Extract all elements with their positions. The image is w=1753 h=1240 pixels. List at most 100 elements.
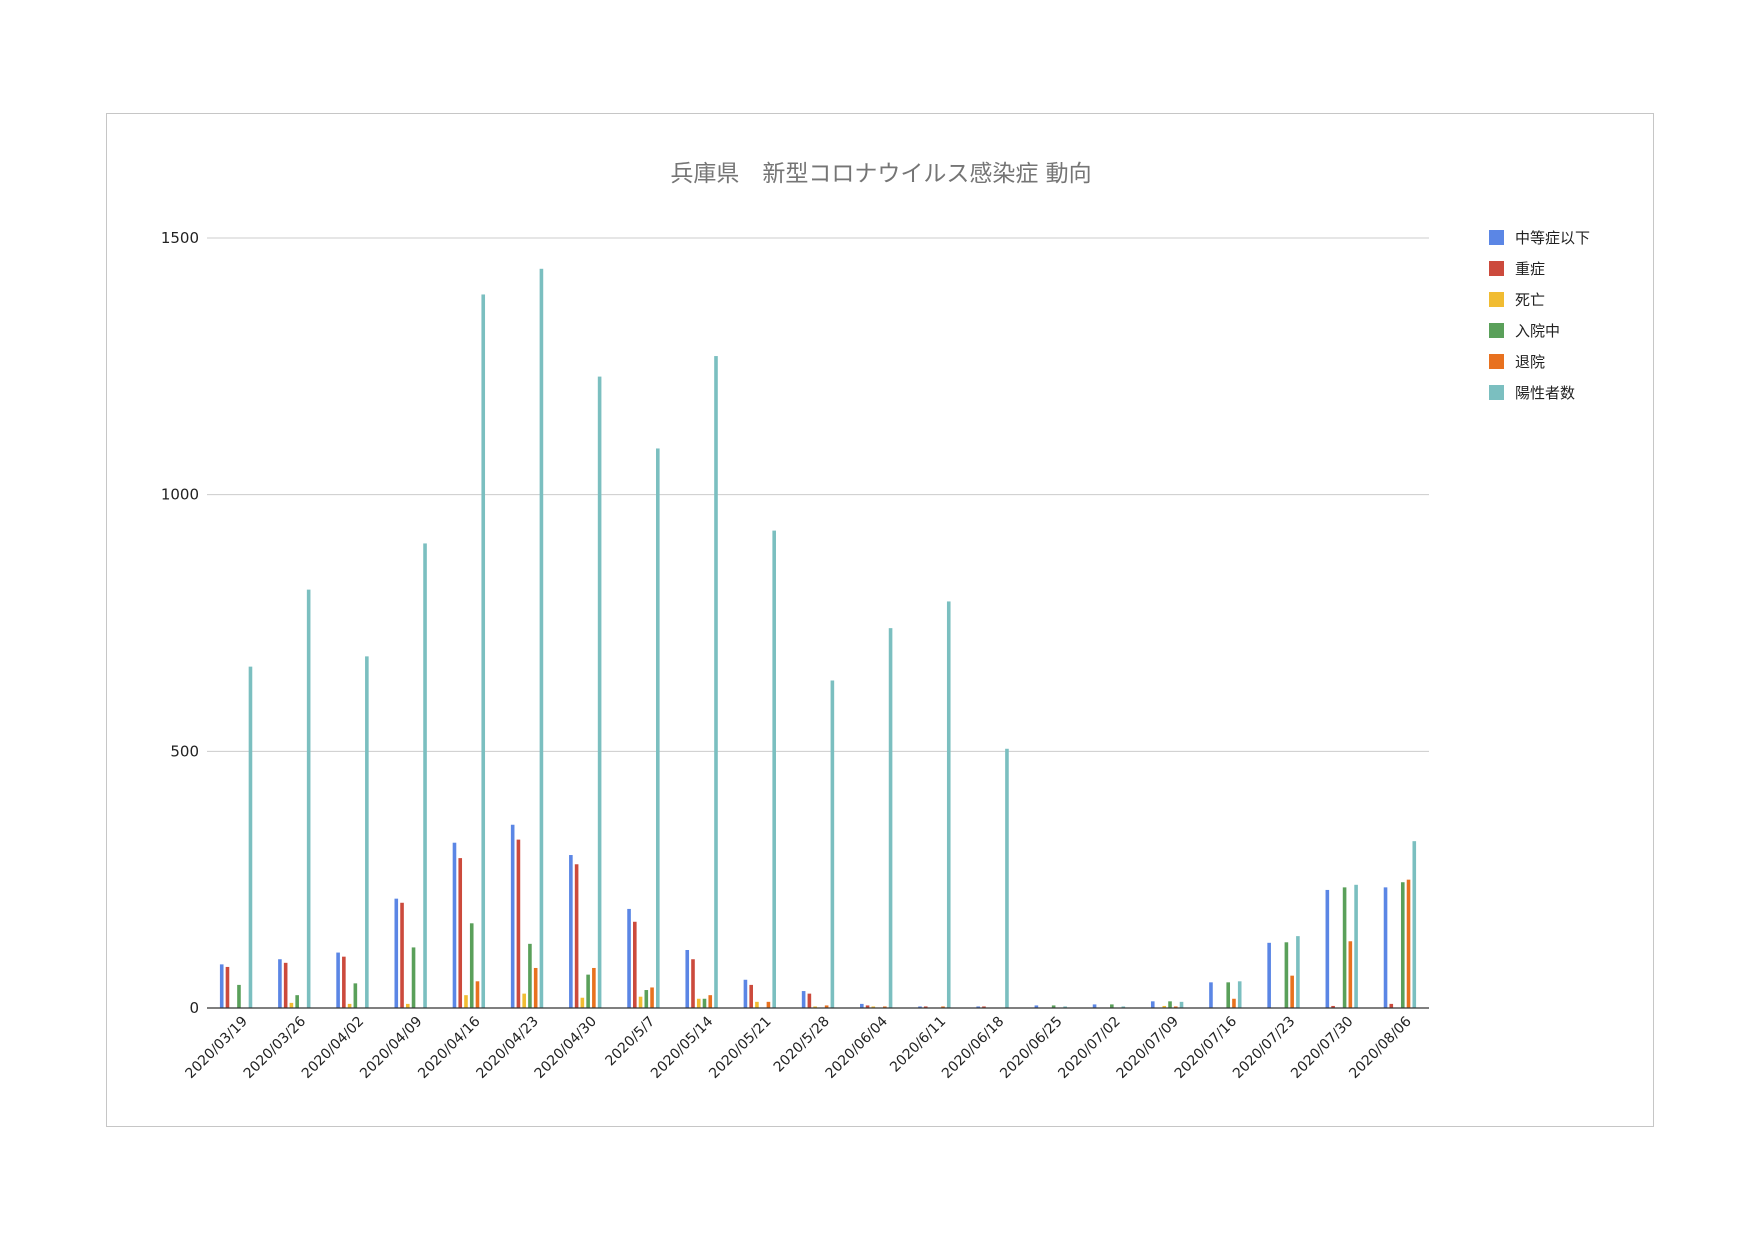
legend-label: 中等症以下 xyxy=(1515,229,1590,247)
bar-2-1 xyxy=(225,966,230,1008)
bar-2-8 xyxy=(633,921,637,1008)
bar-4-5 xyxy=(469,923,474,1008)
bar-2-21 xyxy=(1389,1003,1394,1008)
bar-6-17 xyxy=(1179,1001,1184,1008)
bar-4-9 xyxy=(702,998,707,1008)
bar-5-12 xyxy=(883,1006,887,1008)
legend-swatch xyxy=(1489,261,1504,276)
x-axis-ticks: 2020/03/192020/03/262020/04/022020/04/09… xyxy=(183,1013,1415,1081)
bar-1-5 xyxy=(452,842,457,1008)
bar-1-8 xyxy=(627,908,631,1008)
bar-6-18 xyxy=(1237,981,1242,1008)
bar-5-19 xyxy=(1290,975,1294,1008)
y-axis-ticks: 0 500 1000 1500 xyxy=(161,229,199,1017)
bar-2-11 xyxy=(807,993,812,1008)
bar-1-9 xyxy=(685,949,690,1008)
bar-6-10 xyxy=(772,530,776,1008)
x-tick-label: 2020/5/28 xyxy=(771,1014,833,1076)
bar-1-3 xyxy=(336,952,340,1008)
gridlines xyxy=(207,237,1429,752)
legend-swatch xyxy=(1489,385,1504,400)
bar-6-6 xyxy=(539,268,544,1008)
x-tick-label: 2020/5/7 xyxy=(602,1014,658,1070)
legend-label: 死亡 xyxy=(1515,291,1545,309)
legend-swatch xyxy=(1489,230,1504,245)
bar-6-1 xyxy=(248,666,253,1008)
bar-6-3 xyxy=(365,656,369,1008)
x-tick-label: 2020/04/30 xyxy=(532,1014,600,1082)
bar-1-6 xyxy=(510,824,515,1008)
bar-3-12 xyxy=(871,1006,876,1008)
bar-4-4 xyxy=(411,947,416,1008)
bar-4-16 xyxy=(1110,1004,1114,1008)
bar-4-21 xyxy=(1400,882,1405,1008)
bar-2-4 xyxy=(400,902,404,1008)
bar-3-4 xyxy=(405,1003,410,1008)
bar-6-20 xyxy=(1354,884,1358,1008)
bar-6-12 xyxy=(888,628,893,1008)
bar-2-12 xyxy=(865,1005,870,1008)
bar-1-14 xyxy=(976,1006,980,1008)
x-tick-label: 2020/05/21 xyxy=(706,1014,774,1082)
bar-4-6 xyxy=(528,943,532,1008)
bar-1-16 xyxy=(1092,1004,1097,1008)
bar-1-11 xyxy=(801,991,806,1008)
bar-4-8 xyxy=(644,990,649,1008)
bar-5-5 xyxy=(475,981,480,1008)
bar-3-10 xyxy=(755,1001,759,1008)
bar-5-13 xyxy=(941,1006,945,1008)
bar-6-5 xyxy=(481,294,486,1008)
bar-1-21 xyxy=(1383,887,1388,1008)
legend-label: 陽性者数 xyxy=(1515,384,1575,402)
y-tick-label: 1500 xyxy=(161,229,199,247)
bar-2-5 xyxy=(458,858,463,1008)
bar-6-13 xyxy=(946,601,951,1008)
bar-5-8 xyxy=(650,987,654,1008)
bar-6-14 xyxy=(1005,748,1009,1008)
legend-swatch xyxy=(1489,354,1504,369)
bar-1-18 xyxy=(1209,982,1213,1008)
bar-3-2 xyxy=(289,1002,294,1008)
bar-6-19 xyxy=(1296,936,1300,1008)
bar-3-3 xyxy=(347,1003,352,1008)
bar-4-20 xyxy=(1342,887,1347,1008)
bar-4-19 xyxy=(1284,942,1289,1008)
bar-1-12 xyxy=(860,1003,864,1008)
bar-4-18 xyxy=(1226,982,1231,1008)
y-tick-label: 500 xyxy=(170,742,199,760)
x-tick-label: 2020/06/04 xyxy=(823,1013,891,1081)
bar-1-17 xyxy=(1150,1001,1155,1008)
bar-1-7 xyxy=(569,855,573,1008)
bar-2-9 xyxy=(691,959,695,1008)
bar-5-10 xyxy=(766,1001,771,1008)
bar-6-7 xyxy=(597,376,602,1009)
bar-2-3 xyxy=(342,956,346,1008)
bar-2-6 xyxy=(516,839,521,1008)
bar-4-17 xyxy=(1168,1001,1172,1008)
bar-6-4 xyxy=(423,543,427,1008)
bar-4-3 xyxy=(353,983,358,1008)
legend-swatch xyxy=(1489,323,1504,338)
bar-3-5 xyxy=(464,995,468,1008)
bar-1-13 xyxy=(918,1006,922,1008)
bar-2-14 xyxy=(982,1006,986,1008)
bar-2-2 xyxy=(283,962,288,1008)
bar-5-9 xyxy=(708,995,713,1008)
bar-5-7 xyxy=(592,967,596,1008)
bar-1-4 xyxy=(394,898,399,1008)
bar-3-11 xyxy=(813,1006,817,1008)
bar-6-11 xyxy=(830,680,835,1008)
legend-label: 入院中 xyxy=(1515,322,1560,340)
x-tick-label: 2020/08/06 xyxy=(1346,1013,1414,1081)
chart-frame: 兵庫県 新型コロナウイルス感染症 動向 0 500 1000 1500 2020/03… xyxy=(106,113,1654,1127)
bar-5-18 xyxy=(1232,998,1236,1008)
bar-chart: 兵庫県 新型コロナウイルス感染症 動向 0 500 1000 1500 2020/03… xyxy=(161,161,1590,1082)
x-tick-label: 2020/6/11 xyxy=(887,1014,949,1076)
bar-3-9 xyxy=(696,998,701,1008)
bar-4-1 xyxy=(237,984,241,1008)
bar-1-1 xyxy=(219,964,224,1008)
bar-5-21 xyxy=(1406,879,1411,1008)
legend-label: 重症 xyxy=(1515,260,1545,278)
chart-title: 兵庫県 新型コロナウイルス感染症 動向 xyxy=(670,161,1091,187)
bar-4-2 xyxy=(295,995,299,1008)
